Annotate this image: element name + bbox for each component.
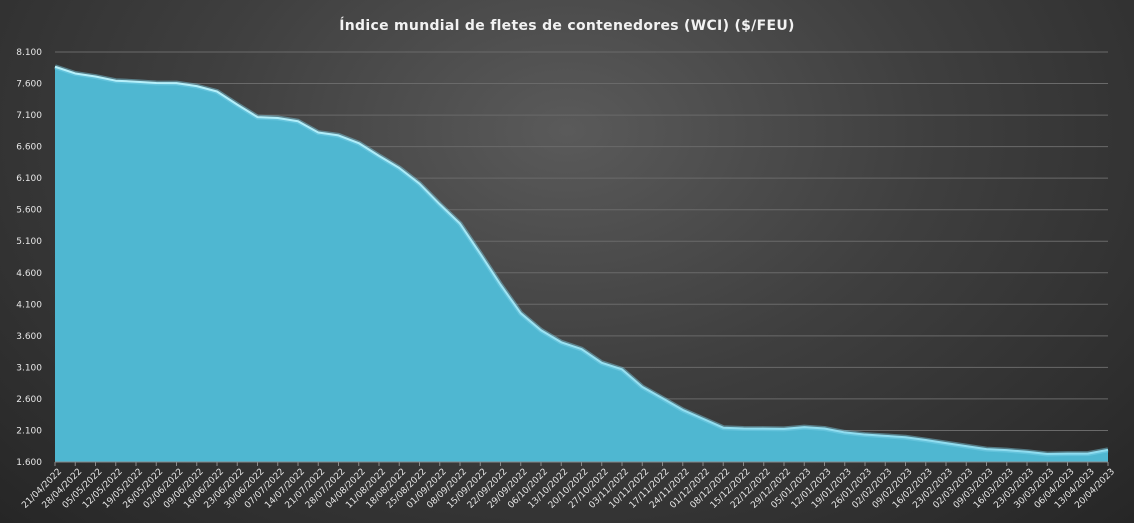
series-line bbox=[54, 65, 1109, 455]
area-series-wci bbox=[55, 66, 1108, 462]
y-tick-label: 7.600 bbox=[16, 80, 42, 90]
y-tick-label: 6.100 bbox=[16, 174, 42, 184]
y-tick-label: 3.600 bbox=[16, 332, 42, 342]
y-tick-label: 5.600 bbox=[16, 206, 42, 216]
y-tick-label: 8.100 bbox=[16, 48, 42, 58]
y-tick-label: 4.100 bbox=[16, 300, 42, 310]
y-tick-label: 2.600 bbox=[16, 395, 42, 405]
y-tick-label: 2.100 bbox=[16, 426, 42, 436]
chart-title: Índice mundial de fletes de contenedores… bbox=[339, 18, 795, 34]
area-layer bbox=[54, 64, 1109, 462]
x-axis: 21/04/202228/04/202205/05/202212/05/2022… bbox=[20, 461, 1117, 511]
y-tick-label: 6.600 bbox=[16, 143, 42, 153]
y-tick-label: 4.600 bbox=[16, 269, 42, 279]
y-tick-label: 7.100 bbox=[16, 111, 42, 121]
y-tick-label: 1.600 bbox=[16, 458, 42, 468]
y-tick-label: 3.100 bbox=[16, 363, 42, 373]
y-axis: 1.600 2.100 2.600 3.100 3.600 4.100 4.600 5.100… bbox=[16, 48, 42, 468]
y-tick-label: 5.100 bbox=[16, 237, 42, 247]
